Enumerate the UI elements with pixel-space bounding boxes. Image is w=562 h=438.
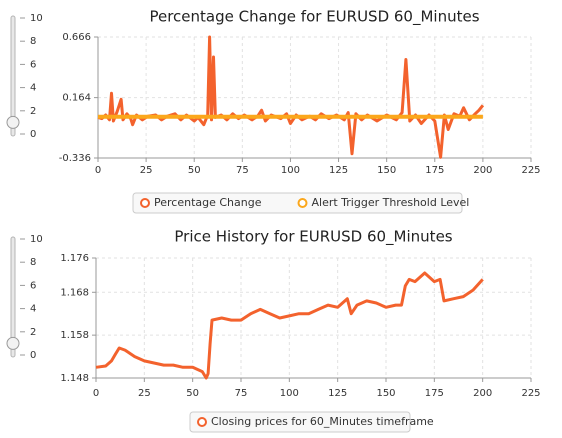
x-tick-label: 75 xyxy=(236,165,249,176)
x-tick-label: 125 xyxy=(329,165,348,176)
x-tick-label: 175 xyxy=(425,165,444,176)
x-tick-label: 100 xyxy=(281,165,300,176)
slider-tick-label: 2 xyxy=(30,106,36,117)
x-tick-label: 200 xyxy=(473,165,492,176)
x-tick-label: 150 xyxy=(377,165,396,176)
chart-title: Percentage Change for EURUSD 60_Minutes xyxy=(149,8,479,27)
slider-tick-label: 0 xyxy=(30,350,36,361)
legend-symbol xyxy=(140,198,150,208)
x-tick-label: 225 xyxy=(521,165,540,176)
slider-tick-label: 6 xyxy=(30,59,36,70)
slider-tick-label: 8 xyxy=(30,36,36,47)
x-tick-label: 25 xyxy=(138,388,151,399)
slider-tick-label: 8 xyxy=(30,257,36,268)
slider-track xyxy=(10,236,16,358)
y-tick-label: -0.336 xyxy=(59,153,91,164)
slider-thumb[interactable] xyxy=(6,115,20,129)
y-tick-label: 1.176 xyxy=(60,253,89,264)
x-tick-label: 0 xyxy=(95,165,101,176)
x-tick-label: 25 xyxy=(140,165,153,176)
x-tick-label: 50 xyxy=(188,165,201,176)
slider-thumb[interactable] xyxy=(6,336,20,350)
slider-tick-label: 0 xyxy=(30,129,36,140)
x-tick-label: 200 xyxy=(473,388,492,399)
y-tick-label: 0.164 xyxy=(62,93,91,104)
x-tick-label: 0 xyxy=(93,388,99,399)
slider-tick-label: 6 xyxy=(30,280,36,291)
series-line xyxy=(95,271,484,380)
legend-symbol xyxy=(197,417,207,427)
y-tick-label: 0.666 xyxy=(62,32,91,43)
legend-symbol xyxy=(297,198,308,208)
x-tick-label: 100 xyxy=(280,388,299,399)
y-tick-label: 1.158 xyxy=(60,330,89,341)
x-tick-label: 175 xyxy=(425,388,444,399)
y-tick-label: 1.168 xyxy=(60,287,89,298)
slider-tick-label: 4 xyxy=(30,83,36,94)
slider-tick-label: 10 xyxy=(30,13,43,24)
legend-box xyxy=(189,411,411,433)
x-tick-label: 125 xyxy=(328,388,347,399)
slider-tick-label: 10 xyxy=(30,234,43,245)
chart-title: Price History for EURUSD 60_Minutes xyxy=(174,228,452,247)
x-tick-label: 50 xyxy=(186,388,199,399)
slider-tick-label: 2 xyxy=(30,327,36,338)
legend-label: Alert Trigger Threshold Level xyxy=(312,196,470,209)
legend-label: Closing prices for 60_Minutes timeframe xyxy=(211,415,434,428)
slider-tick-label: 4 xyxy=(30,304,36,315)
x-tick-label: 150 xyxy=(376,388,395,399)
x-tick-label: 75 xyxy=(235,388,248,399)
slider-track xyxy=(10,15,16,137)
y-tick-label: 1.148 xyxy=(60,373,89,384)
x-tick-label: 225 xyxy=(521,388,540,399)
legend-label: Percentage Change xyxy=(154,196,262,209)
